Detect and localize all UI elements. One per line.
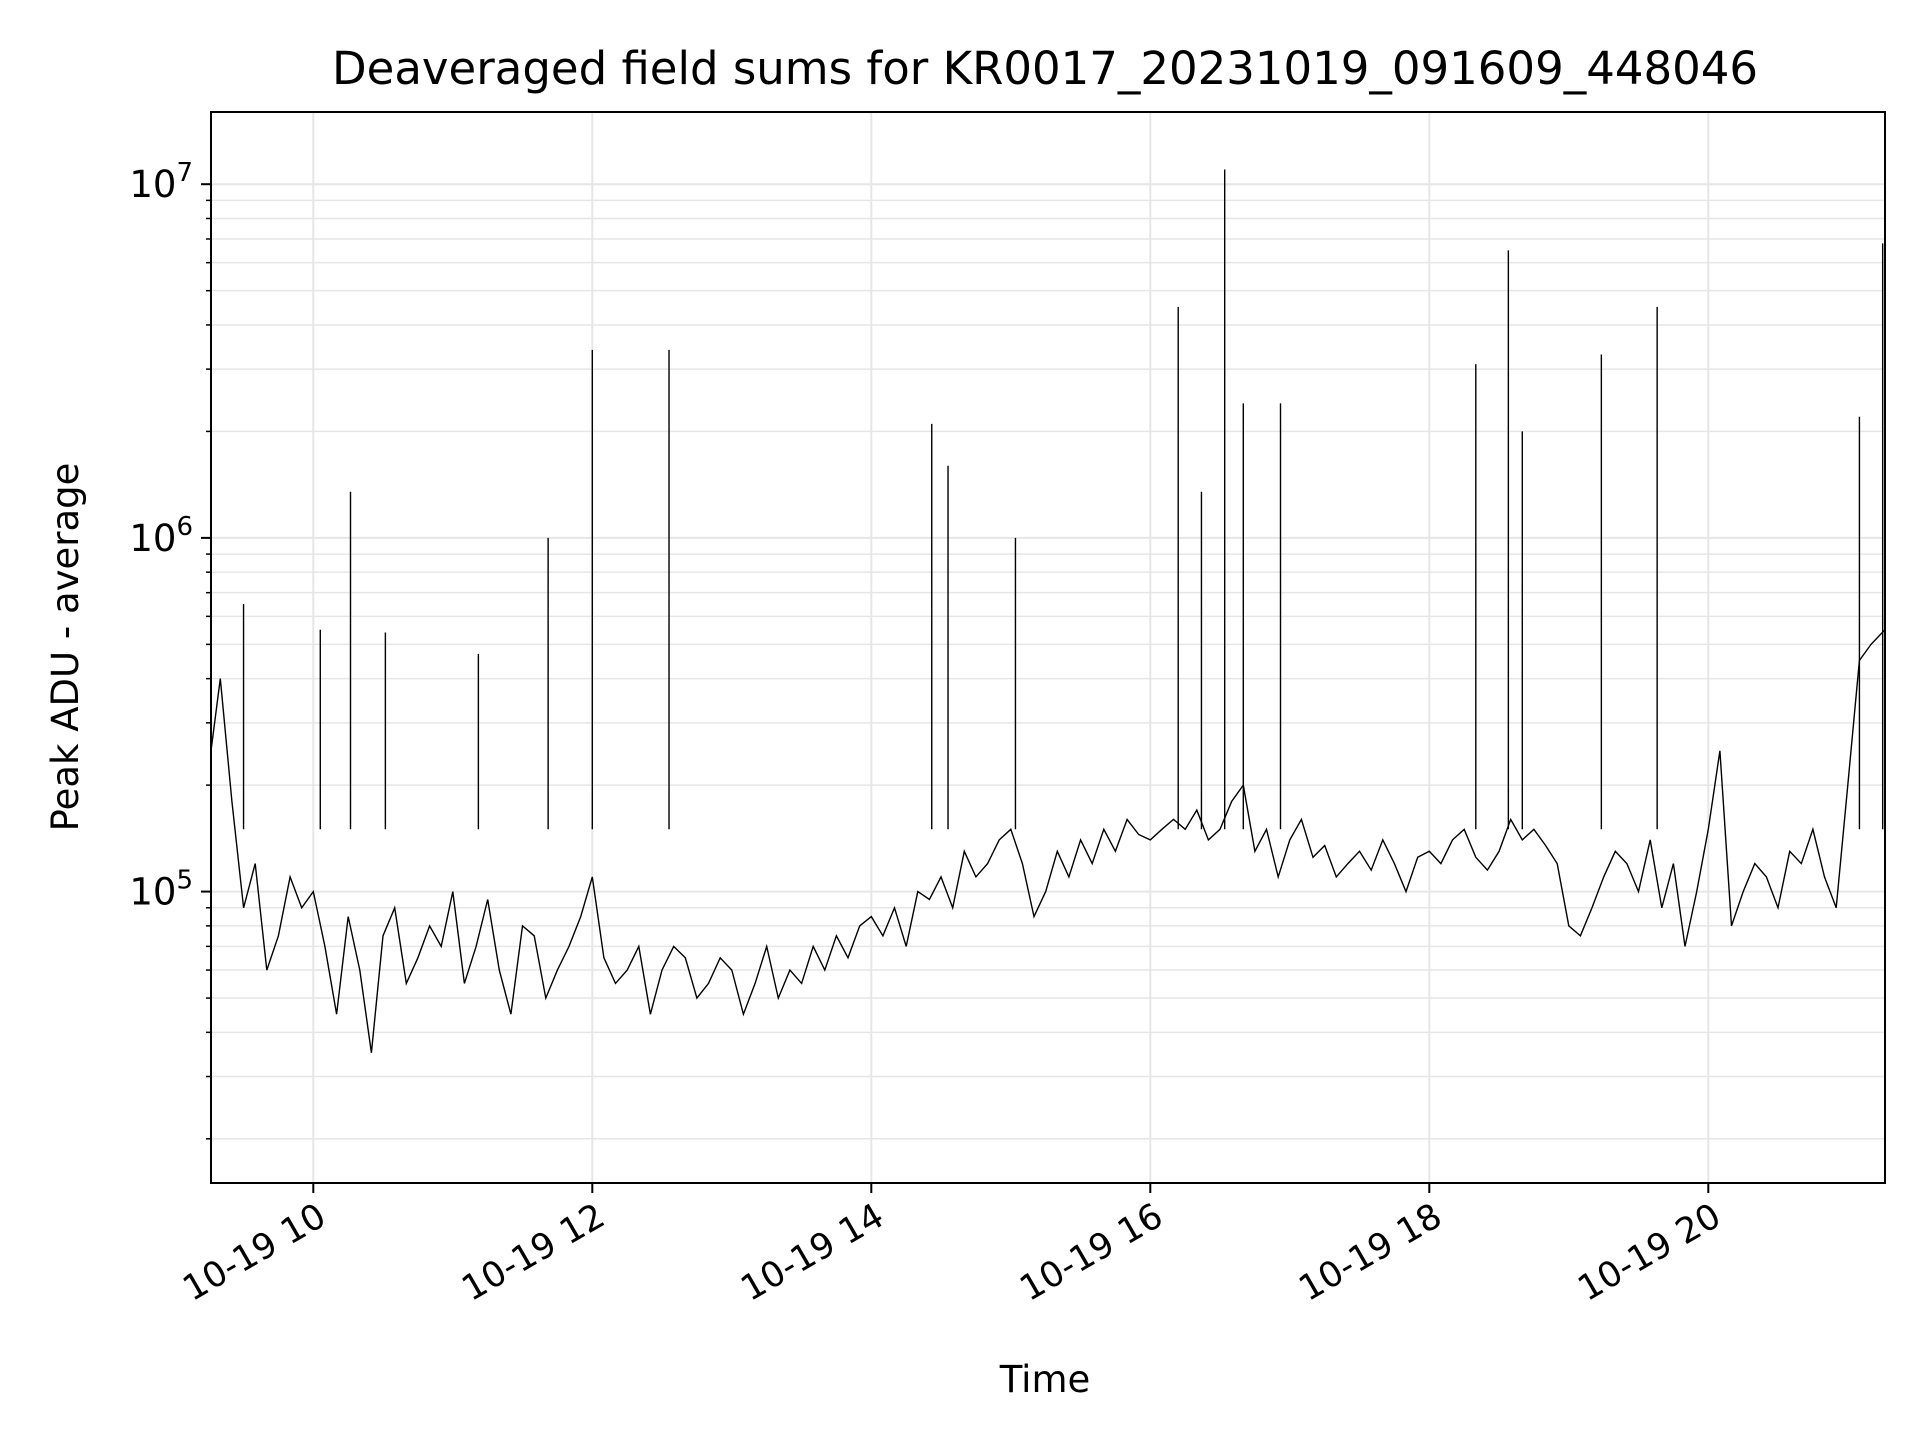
- y-tick-base: 10: [129, 163, 176, 206]
- plot-area: [211, 169, 1885, 1053]
- grid: [211, 112, 1885, 1183]
- axes-frame: [210, 111, 1886, 1184]
- y-axis-label: Peak ADU - average: [44, 463, 87, 832]
- y-tick-label: 106: [129, 512, 193, 560]
- x-axis-label: Time: [999, 1358, 1091, 1401]
- series-line: [211, 629, 1885, 1053]
- y-tick-label: 107: [129, 158, 193, 206]
- y-tick-exponent: 6: [176, 512, 193, 542]
- y-tick-base: 10: [129, 517, 176, 560]
- y-tick-base: 10: [129, 871, 176, 914]
- y-tick-exponent: 7: [176, 158, 193, 188]
- y-tick-exponent: 5: [176, 866, 193, 896]
- y-tick-label: 105: [129, 866, 193, 914]
- chart-title: Deaveraged field sums for KR0017_2023101…: [332, 42, 1758, 95]
